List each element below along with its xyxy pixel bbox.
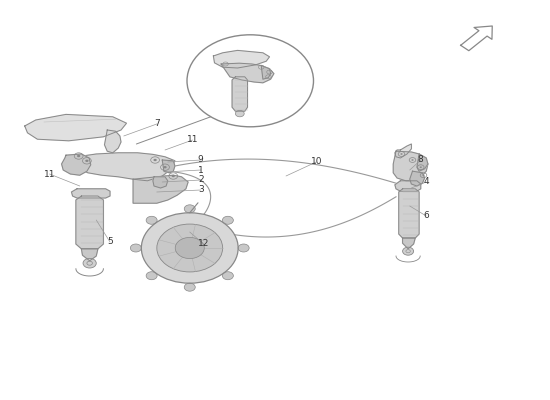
Polygon shape [395, 181, 421, 191]
Polygon shape [133, 175, 188, 203]
Polygon shape [393, 151, 428, 181]
Polygon shape [25, 114, 126, 141]
Circle shape [422, 174, 425, 176]
Circle shape [187, 35, 313, 127]
Circle shape [235, 110, 244, 117]
Circle shape [83, 258, 96, 268]
Circle shape [184, 205, 195, 213]
Polygon shape [153, 177, 168, 188]
Circle shape [400, 153, 403, 155]
Circle shape [77, 155, 80, 157]
Polygon shape [72, 189, 110, 198]
Polygon shape [417, 154, 428, 171]
Polygon shape [461, 26, 492, 51]
Text: 6: 6 [424, 212, 429, 220]
Circle shape [403, 247, 414, 255]
Polygon shape [66, 153, 175, 181]
Polygon shape [76, 196, 103, 249]
Circle shape [153, 159, 157, 161]
Text: 10: 10 [311, 158, 322, 166]
Circle shape [85, 160, 89, 162]
Polygon shape [62, 154, 91, 175]
Circle shape [222, 272, 233, 280]
Circle shape [411, 159, 414, 161]
Circle shape [146, 216, 157, 224]
Circle shape [175, 238, 204, 258]
Circle shape [157, 224, 223, 272]
Text: 7: 7 [154, 120, 160, 128]
Polygon shape [232, 77, 248, 111]
Text: 8: 8 [418, 156, 424, 164]
Circle shape [130, 244, 141, 252]
Circle shape [420, 166, 422, 168]
Circle shape [163, 166, 167, 168]
Text: 11: 11 [44, 170, 55, 178]
Circle shape [141, 213, 238, 283]
Polygon shape [261, 66, 271, 79]
Polygon shape [213, 50, 270, 68]
Circle shape [146, 272, 157, 280]
Polygon shape [403, 238, 415, 249]
Polygon shape [162, 160, 175, 173]
Polygon shape [81, 249, 98, 261]
Circle shape [172, 175, 175, 177]
Text: 5: 5 [107, 238, 113, 246]
Polygon shape [221, 63, 274, 83]
Text: 9: 9 [198, 156, 204, 164]
Text: 3: 3 [198, 186, 204, 194]
Circle shape [184, 283, 195, 291]
Text: 2: 2 [198, 176, 204, 184]
Text: 12: 12 [198, 240, 209, 248]
Text: 4: 4 [424, 178, 429, 186]
Polygon shape [399, 189, 419, 238]
Circle shape [238, 244, 249, 252]
Polygon shape [104, 130, 121, 153]
Text: 11: 11 [187, 136, 198, 144]
Polygon shape [395, 144, 411, 158]
Circle shape [222, 216, 233, 224]
Text: 1: 1 [198, 166, 204, 174]
Polygon shape [410, 171, 425, 186]
